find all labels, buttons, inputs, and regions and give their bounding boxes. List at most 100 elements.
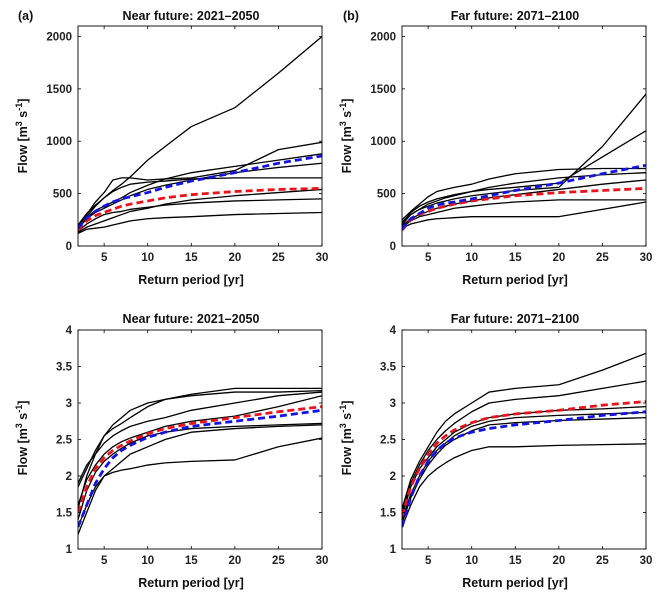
y-tick-label-b-1000: 1000 — [370, 136, 396, 148]
series-line-c-0 — [78, 387, 322, 488]
mean-line-a-9 — [78, 154, 322, 230]
series-line-a-7 — [78, 188, 322, 233]
x-tick-label-d-5: 5 — [425, 555, 432, 567]
series-line-c-5 — [78, 424, 322, 535]
x-tick-label-d-25: 25 — [596, 555, 609, 567]
y-tick-label-c-1.5: 1.5 — [56, 508, 73, 520]
y-tick-label-b-1500: 1500 — [370, 84, 396, 96]
y-axis-label-c: Flow [m3 s-1] — [14, 401, 30, 476]
y-tick-label-d-4: 4 — [390, 325, 397, 337]
axes-frame-c — [77, 329, 323, 550]
series-line-a-6 — [78, 211, 322, 235]
x-axis-label-d: Return period [yr] — [462, 576, 568, 590]
x-tick-label-a-30: 30 — [316, 252, 329, 264]
y-tick-label-d-2.5: 2.5 — [380, 435, 397, 447]
mean-line-a-8 — [78, 186, 322, 232]
x-tick-label-c-10: 10 — [141, 555, 154, 567]
series-group-a — [78, 35, 322, 235]
series-line-a-3 — [78, 177, 322, 226]
x-tick-label-b-30: 30 — [640, 252, 653, 264]
y-tick-label-a-1500: 1500 — [46, 84, 72, 96]
x-tick-label-d-10: 10 — [465, 555, 478, 567]
plot-area-a: 5 10 15 20 25 30 0 500 1000 1500 2000 — [46, 25, 329, 264]
chart-title-c: Near future: 2021–2050 — [123, 312, 260, 326]
y-axis-label-b: Flow [m3 s-1] — [338, 99, 354, 174]
x-axis-label-c: Return period [yr] — [138, 576, 244, 590]
x-tick-label-b-10: 10 — [465, 252, 478, 264]
x-tick-label-a-5: 5 — [101, 252, 108, 264]
x-tick-label-c-30: 30 — [316, 555, 329, 567]
y-tick-label-c-4: 4 — [66, 325, 73, 337]
series-line-c-3 — [78, 395, 322, 506]
x-tick-label-b-25: 25 — [596, 252, 609, 264]
x-tick-label-a-25: 25 — [272, 252, 285, 264]
mean-line-b-7 — [402, 186, 646, 232]
axes-frame-a — [77, 25, 323, 247]
series-line-a-1 — [78, 141, 322, 228]
mean-line-d-6 — [402, 400, 646, 517]
x-tick-label-d-20: 20 — [552, 555, 565, 567]
series-line-d-3 — [402, 411, 646, 521]
y-axis-label-a: Flow [m3 s-1] — [14, 99, 30, 174]
panel-label-b: (b) — [343, 9, 359, 23]
y-tick-label-c-2.5: 2.5 — [56, 435, 73, 447]
y-tick-label-b-2000: 2000 — [370, 31, 396, 43]
y-tick-label-c-2: 2 — [66, 471, 72, 483]
panel-label-a: (a) — [18, 9, 33, 23]
y-tick-label-d-1.5: 1.5 — [380, 508, 397, 520]
y-tick-label-d-1: 1 — [390, 544, 397, 556]
y-tick-label-a-500: 500 — [53, 189, 72, 201]
plot-area-c: 5 10 15 20 25 30 1 1.5 2 2.5 3 3.5 4 — [56, 325, 328, 567]
series-line-b-2 — [402, 167, 646, 221]
x-tick-label-c-5: 5 — [101, 555, 108, 567]
x-tick-label-a-20: 20 — [228, 252, 241, 264]
y-tick-label-d-2: 2 — [390, 471, 396, 483]
mean-line-c-7 — [78, 405, 322, 513]
mean-line-d-7 — [402, 410, 646, 528]
series-line-b-1 — [402, 130, 646, 224]
series-group-b — [402, 93, 646, 232]
series-line-b-6 — [402, 201, 646, 229]
series-line-c-4 — [78, 422, 322, 520]
series-line-d-4 — [402, 416, 646, 524]
x-tick-label-c-25: 25 — [272, 555, 285, 567]
y-axis-label-d: Flow [m3 s-1] — [338, 401, 354, 476]
y-tick-label-a-0: 0 — [66, 241, 72, 253]
series-line-b-3 — [402, 172, 646, 223]
panel-a: (a) Near future: 2021–2050 5 10 15 20 25 3005… — [14, 9, 328, 287]
x-tick-label-a-10: 10 — [141, 252, 154, 264]
series-line-c-6 — [78, 437, 322, 528]
x-tick-label-d-15: 15 — [509, 555, 522, 567]
y-tick-label-c-1: 1 — [66, 544, 73, 556]
x-tick-label-d-30: 30 — [640, 555, 653, 567]
panel-c: Near future: 2021–2050 5 10 15 20 25 30 1 1.5 2 2… — [14, 312, 328, 590]
y-tick-label-b-0: 0 — [390, 241, 396, 253]
series-line-a-4 — [78, 162, 322, 229]
series-line-b-5 — [402, 199, 646, 228]
chart-title-d: Far future: 2071–2100 — [451, 312, 580, 326]
y-tick-label-d-3.5: 3.5 — [380, 362, 397, 374]
y-tick-label-a-2000: 2000 — [46, 31, 72, 43]
x-axis-label-a: Return period [yr] — [138, 273, 244, 287]
y-tick-label-c-3.5: 3.5 — [56, 362, 73, 374]
x-tick-label-c-20: 20 — [228, 555, 241, 567]
x-tick-label-c-15: 15 — [185, 555, 198, 567]
panel-d: Far future: 2071–2100 5 10 15 20 25 30 1 1.5 2 2.… — [338, 312, 652, 590]
series-line-a-5 — [78, 198, 322, 232]
series-group-c — [78, 387, 322, 535]
series-line-c-2 — [78, 391, 322, 484]
axes-frame-b — [401, 25, 647, 247]
y-tick-label-b-500: 500 — [377, 189, 396, 201]
plot-area-b: 5 10 15 20 25 30 0 500 1000 1500 2000 — [370, 25, 653, 264]
x-tick-label-b-5: 5 — [425, 252, 432, 264]
chart-title-b: Far future: 2071–2100 — [451, 9, 580, 23]
x-tick-label-b-20: 20 — [552, 252, 565, 264]
x-tick-label-b-15: 15 — [509, 252, 522, 264]
mean-line-b-8 — [402, 163, 646, 231]
x-axis-label-b: Return period [yr] — [462, 273, 568, 287]
x-tick-label-a-15: 15 — [185, 252, 198, 264]
panel-b: (b) Far future: 2071–2100 5 10 15 20 25 30 0 50… — [338, 9, 652, 287]
plot-area-d: 5 10 15 20 25 30 1 1.5 2 2.5 3 3.5 4 — [380, 325, 652, 567]
y-tick-label-d-3: 3 — [390, 398, 396, 410]
